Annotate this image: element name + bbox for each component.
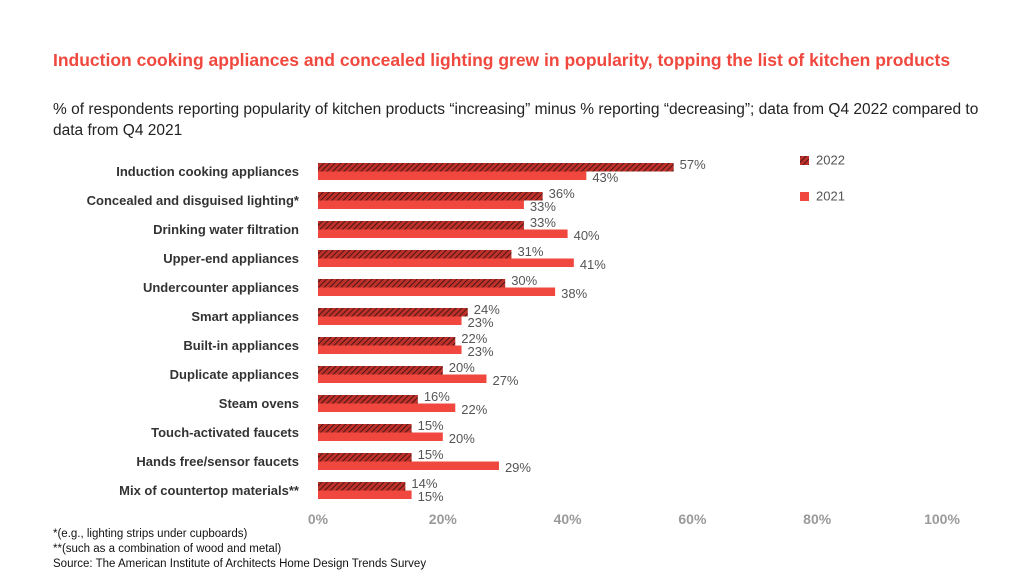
data-label-2022-built-in-appliances: 22% <box>461 331 487 346</box>
data-label-2021-drinking-water-filtration: 40% <box>574 228 600 243</box>
data-label-2021-duplicate-appliances: 27% <box>492 373 518 388</box>
data-label-2021-steam-ovens: 22% <box>461 402 487 417</box>
bar-2021-undercounter-appliances <box>318 287 556 296</box>
x-tick-label: 100% <box>924 511 960 527</box>
legend-label-2021: 2021 <box>816 189 845 204</box>
bar-2022-undercounter-appliances <box>318 279 506 288</box>
data-label-2021-upper-end-appliances: 41% <box>580 257 606 272</box>
footnote-countertop: **(such as a combination of wood and met… <box>53 543 282 555</box>
bar-2021-induction-cooking-appliances <box>318 171 587 180</box>
data-label-2022-duplicate-appliances: 20% <box>449 360 475 375</box>
data-label-2022-steam-ovens: 16% <box>424 389 450 404</box>
x-tick-label: 60% <box>678 511 707 527</box>
x-tick-label: 80% <box>803 511 832 527</box>
data-label-2022-concealed-and-disguised-lighting: 36% <box>549 186 575 201</box>
bar-2022-steam-ovens <box>318 395 418 404</box>
bar-2021-touch-activated-faucets <box>318 432 443 441</box>
bar-2022-drinking-water-filtration <box>318 221 524 230</box>
data-label-2022-smart-appliances: 24% <box>474 302 500 317</box>
bar-2022-touch-activated-faucets <box>318 424 412 433</box>
data-label-2022-induction-cooking-appliances: 57% <box>680 157 706 172</box>
data-label-2022-upper-end-appliances: 31% <box>517 244 543 259</box>
bar-2021-mix-of-countertop-materials <box>318 490 412 499</box>
legend-swatch-2021 <box>800 192 809 201</box>
category-label-mix-of-countertop-materials: Mix of countertop materials** <box>119 483 300 498</box>
bar-2022-mix-of-countertop-materials <box>318 482 406 491</box>
legend-label-2022: 2022 <box>816 153 845 168</box>
x-tick-label: 0% <box>308 511 329 527</box>
chart-title: Induction cooking appliances and conceal… <box>53 50 951 70</box>
bar-2021-hands-free-sensor-faucets <box>318 461 499 470</box>
chart-subtitle: % of respondents reporting popularity of… <box>53 101 979 139</box>
category-label-duplicate-appliances: Duplicate appliances <box>170 367 299 382</box>
bar-2022-hands-free-sensor-faucets <box>318 453 412 462</box>
bar-2021-upper-end-appliances <box>318 258 574 267</box>
category-label-steam-ovens: Steam ovens <box>219 396 299 411</box>
bar-2021-drinking-water-filtration <box>318 229 568 238</box>
bar-2022-induction-cooking-appliances <box>318 163 674 172</box>
bar-2022-upper-end-appliances <box>318 250 512 259</box>
data-label-2022-undercounter-appliances: 30% <box>511 273 537 288</box>
data-label-2021-touch-activated-faucets: 20% <box>449 431 475 446</box>
data-label-2021-hands-free-sensor-faucets: 29% <box>505 460 531 475</box>
category-label-hands-free-sensor-faucets: Hands free/sensor faucets <box>136 454 299 469</box>
category-label-drinking-water-filtration: Drinking water filtration <box>153 222 299 237</box>
bar-2022-built-in-appliances <box>318 337 456 346</box>
footnote-lighting: *(e.g., lighting strips under cupboards) <box>53 528 248 540</box>
category-label-built-in-appliances: Built-in appliances <box>183 338 299 353</box>
category-label-upper-end-appliances: Upper-end appliances <box>163 251 299 266</box>
bar-2021-smart-appliances <box>318 316 462 325</box>
data-label-2022-hands-free-sensor-faucets: 15% <box>418 447 444 462</box>
bar-2022-smart-appliances <box>318 308 468 317</box>
data-label-2022-touch-activated-faucets: 15% <box>418 418 444 433</box>
bar-2021-concealed-and-disguised-lighting <box>318 200 524 209</box>
x-tick-label: 40% <box>554 511 583 527</box>
category-label-touch-activated-faucets: Touch-activated faucets <box>151 425 299 440</box>
bar-2021-built-in-appliances <box>318 345 462 354</box>
data-label-2021-mix-of-countertop-materials: 15% <box>418 489 444 504</box>
footnotes: *(e.g., lighting strips under cupboards)… <box>53 527 426 572</box>
category-label-concealed-and-disguised-lighting: Concealed and disguised lighting* <box>87 193 300 208</box>
data-label-2021-concealed-and-disguised-lighting: 33% <box>530 199 556 214</box>
data-label-2021-smart-appliances: 23% <box>468 315 494 330</box>
legend-swatch-2022 <box>800 156 809 165</box>
data-label-2021-induction-cooking-appliances: 43% <box>592 170 618 185</box>
x-tick-label: 20% <box>429 511 458 527</box>
category-label-undercounter-appliances: Undercounter appliances <box>143 280 299 295</box>
bar-2021-duplicate-appliances <box>318 374 487 383</box>
category-label-induction-cooking-appliances: Induction cooking appliances <box>116 164 299 179</box>
data-label-2021-built-in-appliances: 23% <box>468 344 494 359</box>
data-label-2021-undercounter-appliances: 38% <box>561 286 587 301</box>
source-note: Source: The American Institute of Archit… <box>53 558 427 570</box>
data-label-2022-drinking-water-filtration: 33% <box>530 215 556 230</box>
bar-2022-duplicate-appliances <box>318 366 443 375</box>
category-label-smart-appliances: Smart appliances <box>191 309 299 324</box>
bar-2022-concealed-and-disguised-lighting <box>318 192 543 201</box>
data-label-2022-mix-of-countertop-materials: 14% <box>411 476 437 491</box>
bar-2021-steam-ovens <box>318 403 456 412</box>
